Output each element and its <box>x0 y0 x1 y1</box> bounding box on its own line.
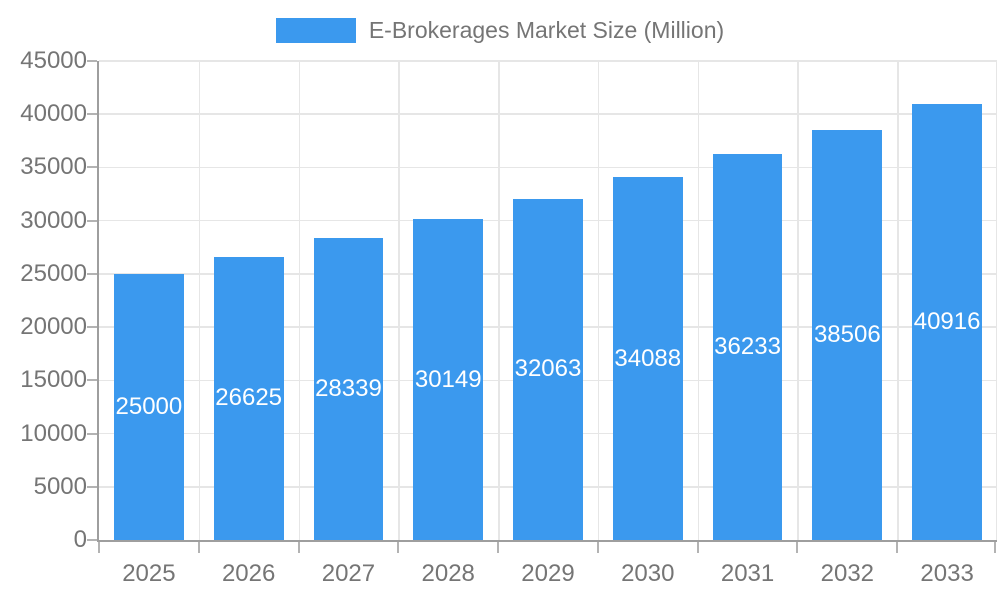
x-gridline <box>597 61 600 540</box>
bar-value-label: 34088 <box>614 344 682 372</box>
y-gridline <box>99 113 997 115</box>
x-axis-tick <box>297 542 300 553</box>
legend-swatch <box>275 17 356 43</box>
y-axis-tick <box>87 379 97 382</box>
bar-value-label: 26625 <box>215 384 283 412</box>
y-axis-tick <box>87 272 97 275</box>
y-axis-label: 35000 <box>20 153 87 181</box>
y-axis-tick <box>87 219 97 222</box>
x-axis-label: 2028 <box>421 560 475 587</box>
y-axis-label: 0 <box>73 526 87 553</box>
y-axis-label: 45000 <box>20 47 87 74</box>
x-gridline <box>198 61 201 540</box>
y-axis-label: 20000 <box>20 313 87 341</box>
plot-area: 0 5000 10000 15000 20000 25000 30000 35000 40000… <box>20 47 997 587</box>
bar[interactable]: 30149 <box>413 219 484 540</box>
x-gridline <box>897 61 899 540</box>
y-axis-tick <box>87 113 97 116</box>
legend-label: E-Brokerages Market Size (Million) <box>368 16 725 43</box>
bar[interactable]: 36233 <box>712 154 783 540</box>
x-gridline <box>697 61 700 540</box>
bar[interactable]: 38506 <box>812 130 883 540</box>
x-axis-tick <box>896 542 899 553</box>
bar-value-label: 40916 <box>913 308 981 336</box>
x-axis-tick <box>796 542 799 553</box>
y-axis-label: 25000 <box>20 259 87 287</box>
bar[interactable]: 40916 <box>912 104 983 540</box>
x-axis-tick <box>98 542 100 553</box>
y-axis-tick <box>87 485 97 488</box>
y-gridline <box>99 166 997 169</box>
y-axis-tick <box>87 432 97 435</box>
x-gridline <box>797 61 799 540</box>
y-axis-tick <box>87 166 97 169</box>
bar[interactable]: 32063 <box>513 198 583 540</box>
x-gridline <box>498 61 500 540</box>
x-axis-tick <box>197 542 200 553</box>
x-gridline <box>298 61 301 540</box>
x-gridline <box>398 61 400 540</box>
bar-value-label: 36233 <box>714 333 781 361</box>
y-axis-label: 10000 <box>20 419 87 447</box>
bar-value-label: 30149 <box>414 365 482 393</box>
x-axis-label: 2030 <box>621 560 675 587</box>
x-axis-tick <box>994 542 996 553</box>
x-axis-label: 2031 <box>720 560 775 587</box>
x-axis-label: 2033 <box>920 560 974 587</box>
bar[interactable]: 26625 <box>213 256 284 540</box>
y-axis-tick <box>87 539 97 541</box>
y-axis-label: 40000 <box>20 100 87 128</box>
y-gridline <box>99 60 997 62</box>
x-axis-tick <box>397 542 400 553</box>
x-axis-tick <box>696 542 699 553</box>
x-axis-tick <box>596 542 599 553</box>
bar[interactable]: 34088 <box>612 177 683 540</box>
x-axis-tick <box>497 542 500 553</box>
y-axis-tick <box>87 326 97 329</box>
bar-value-label: 28339 <box>315 375 382 403</box>
x-axis-label: 2032 <box>820 560 875 587</box>
y-axis-label: 5000 <box>33 472 87 500</box>
x-axis-label: 2027 <box>321 560 376 587</box>
bar-value-label: 25000 <box>115 392 183 420</box>
x-axis-label: 2026 <box>221 560 276 587</box>
bar-value-label: 38506 <box>813 321 881 349</box>
y-axis-tick <box>87 60 97 62</box>
y-axis-label: 30000 <box>20 206 87 234</box>
bar[interactable]: 28339 <box>313 238 384 540</box>
legend[interactable]: E-Brokerages Market Size (Million) <box>0 13 1000 47</box>
x-gridline <box>995 61 997 540</box>
x-axis-label: 2029 <box>521 560 575 587</box>
y-axis-label: 15000 <box>20 366 87 394</box>
bar[interactable]: 25000 <box>113 273 184 540</box>
bar-value-label: 32063 <box>514 355 582 383</box>
x-axis-label: 2025 <box>122 560 176 587</box>
